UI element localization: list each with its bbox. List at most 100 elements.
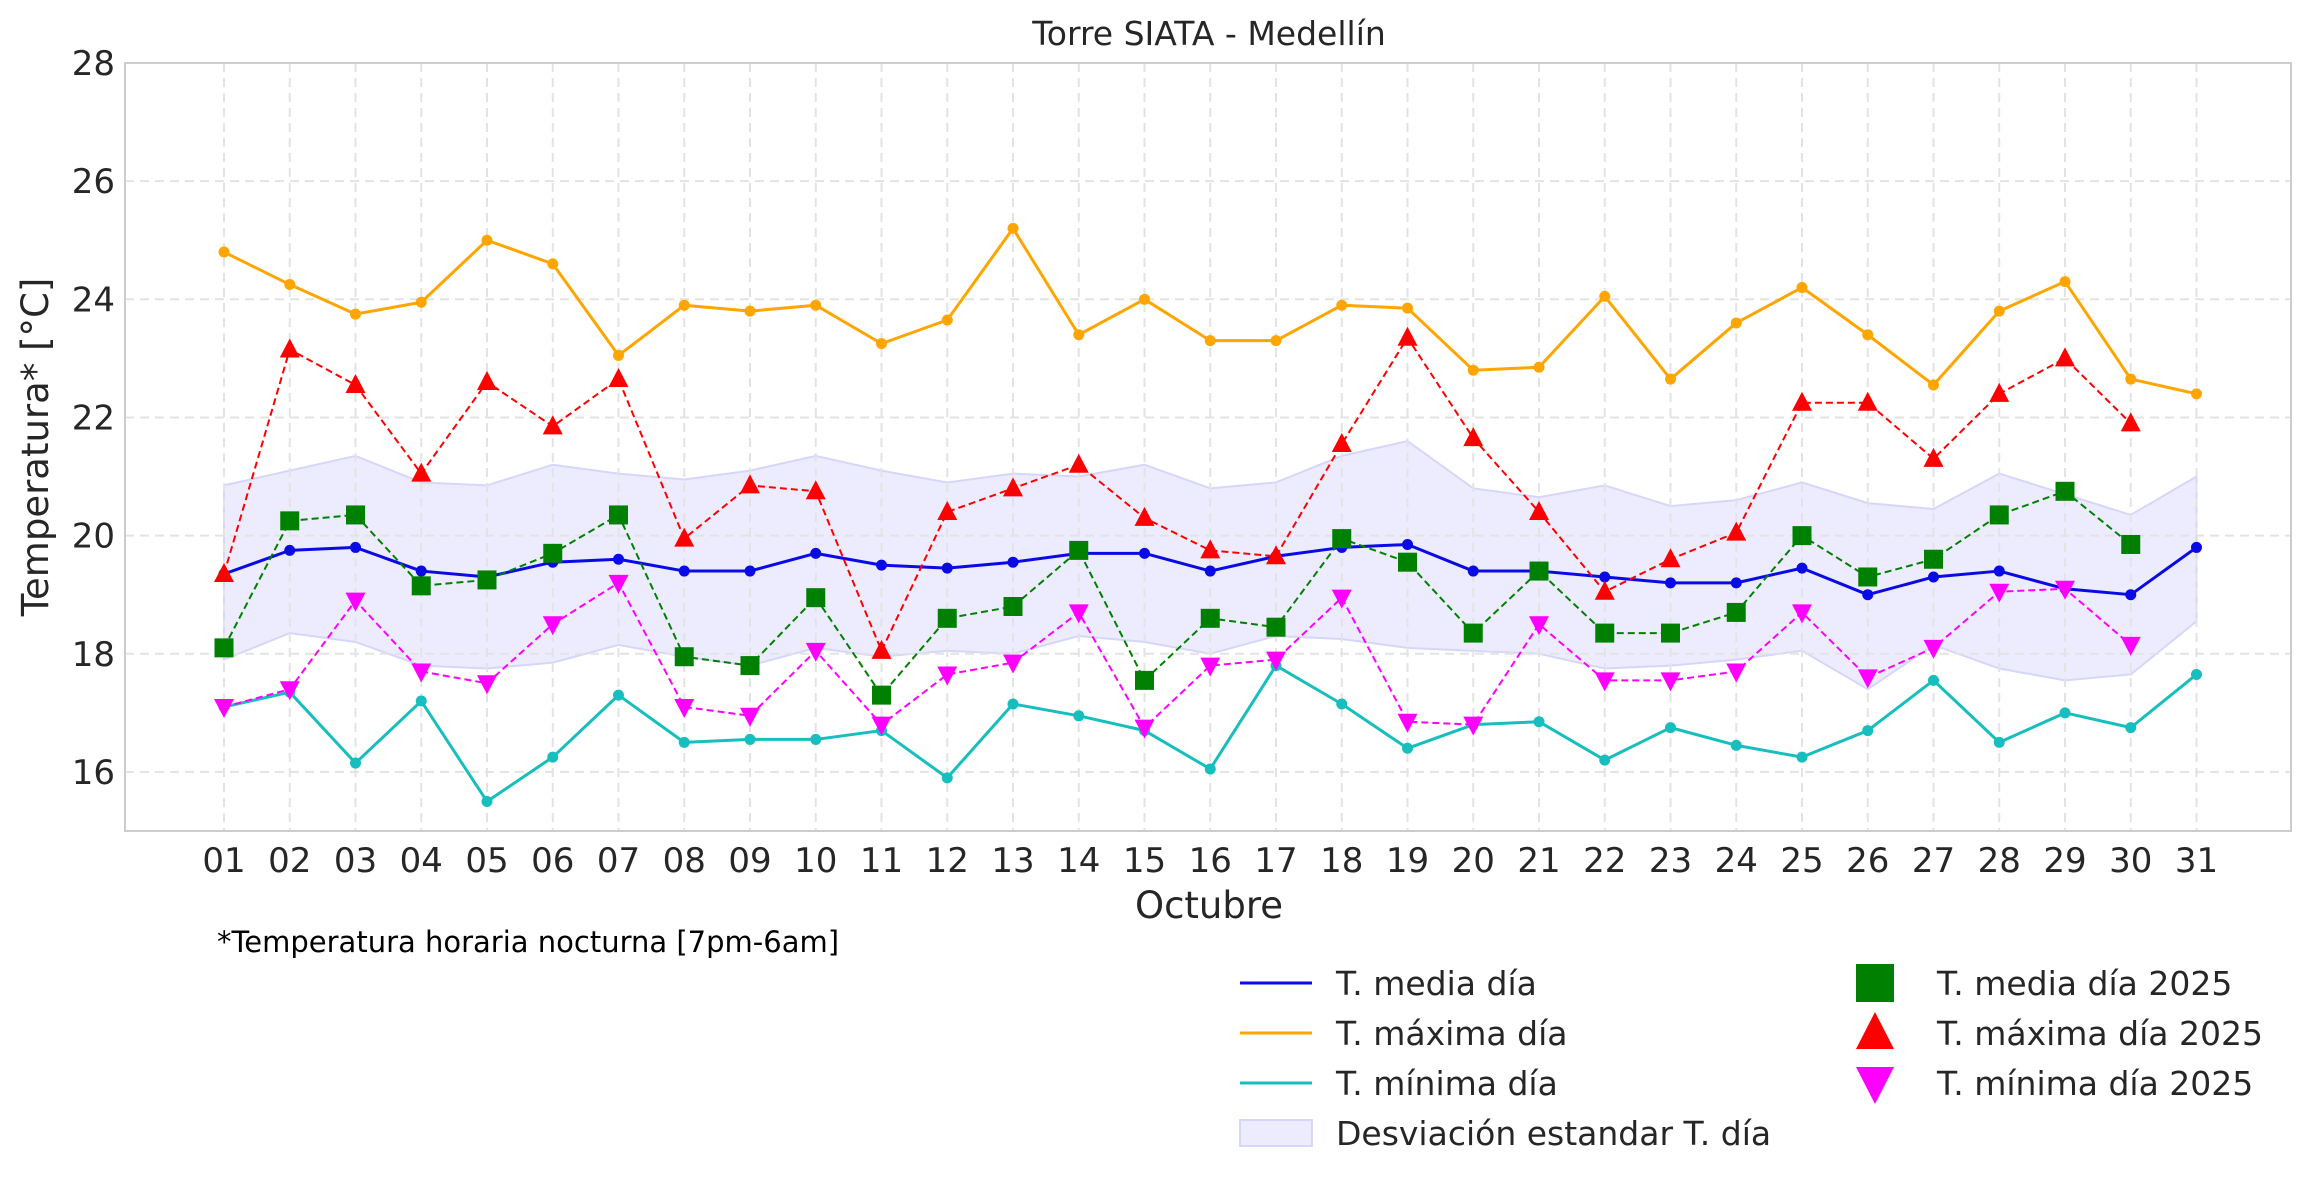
- data-point: [1928, 379, 1939, 391]
- data-point: [1730, 739, 1742, 751]
- data-point: [2125, 722, 2137, 734]
- data-point: [1007, 222, 1019, 234]
- series-3: [214, 481, 2141, 705]
- data-point: [542, 415, 563, 435]
- legend-label: T. media día: [1335, 964, 1537, 1003]
- footnote: *Temperatura horaria nocturna [7pm-6am]: [217, 925, 839, 959]
- data-point: [876, 559, 887, 571]
- y-tick-label: 18: [72, 635, 115, 675]
- data-point: [1796, 751, 1808, 763]
- data-point: [1993, 565, 2005, 577]
- data-point: [1665, 577, 1676, 589]
- data-point: [744, 733, 756, 745]
- data-point: [1200, 539, 1221, 559]
- data-point: [1989, 583, 2010, 603]
- data-point: [1204, 763, 1216, 775]
- data-point: [613, 349, 624, 361]
- data-point: [1134, 719, 1155, 739]
- data-point: [284, 279, 296, 291]
- data-point: [345, 373, 366, 393]
- series-layer: [214, 222, 2202, 807]
- data-point: [1857, 391, 1878, 411]
- data-point: [1665, 373, 1676, 385]
- data-point: [609, 505, 628, 525]
- data-point: [477, 371, 497, 391]
- data-point: [1402, 538, 1413, 550]
- data-point: [279, 338, 300, 358]
- data-point: [1862, 725, 1874, 737]
- x-tick-label: 26: [1846, 841, 1889, 881]
- data-point: [1796, 281, 1808, 293]
- x-tick-label: 09: [728, 841, 771, 881]
- x-tick-label: 04: [400, 841, 443, 881]
- data-point: [1661, 623, 1680, 643]
- data-point: [876, 338, 887, 350]
- data-point: [1594, 672, 1615, 692]
- data-point: [1928, 571, 1939, 583]
- y-tick-label: 22: [72, 398, 115, 438]
- legend-swatch: [1856, 964, 1894, 1002]
- data-point: [674, 647, 694, 667]
- data-point: [2120, 636, 2141, 656]
- data-point: [1660, 548, 1681, 568]
- data-point: [1068, 604, 1089, 624]
- y-tick-label: 26: [72, 162, 115, 202]
- data-point: [1467, 565, 1479, 577]
- data-point: [2059, 707, 2071, 719]
- x-tick-label: 06: [531, 841, 574, 881]
- data-point: [1726, 521, 1747, 541]
- data-point: [1398, 552, 1417, 572]
- legend-item: T. mínima día: [1240, 1064, 1558, 1103]
- data-point: [2121, 534, 2141, 554]
- y-tick-label: 20: [72, 517, 115, 557]
- data-point: [613, 689, 624, 701]
- data-point: [411, 576, 431, 596]
- data-point: [1336, 698, 1348, 710]
- data-point: [678, 565, 690, 577]
- data-point: [1533, 716, 1545, 728]
- data-point: [542, 616, 563, 636]
- data-point: [411, 663, 432, 683]
- data-point: [1792, 604, 1812, 624]
- x-tick-label: 17: [1254, 841, 1297, 881]
- x-tick-label: 13: [991, 841, 1034, 881]
- data-point: [608, 368, 629, 388]
- data-point: [1529, 500, 1549, 520]
- data-point: [1599, 754, 1611, 766]
- data-point: [214, 638, 234, 658]
- legend-swatch: [1856, 1067, 1894, 1104]
- x-tick-label: 23: [1649, 841, 1692, 881]
- data-point: [1792, 391, 1812, 411]
- data-point: [937, 608, 957, 628]
- data-point: [1007, 556, 1019, 568]
- series-4: [214, 326, 2141, 659]
- data-point: [1862, 329, 1874, 341]
- data-point: [1139, 293, 1150, 305]
- data-point: [1595, 623, 1615, 643]
- data-point: [477, 570, 497, 590]
- data-point: [872, 685, 891, 705]
- x-tick-label: 11: [860, 841, 903, 881]
- data-point: [678, 299, 690, 311]
- data-point: [1200, 657, 1221, 677]
- x-tick-label: 15: [1123, 841, 1166, 881]
- y-tick-labels: 16 18 20 22 24 26 28: [72, 44, 115, 793]
- data-point: [1068, 453, 1089, 473]
- data-point: [214, 698, 234, 718]
- x-tick-label: 05: [465, 841, 508, 881]
- data-point: [1331, 589, 1352, 609]
- x-tick-label: 14: [1057, 841, 1100, 881]
- x-tick-label: 22: [1583, 841, 1626, 881]
- data-point: [2191, 541, 2202, 553]
- data-point: [1792, 526, 1812, 546]
- x-tick-label: 29: [2043, 841, 2086, 881]
- data-point: [1135, 670, 1154, 690]
- series-line: [223, 490, 2132, 697]
- data-point: [2055, 347, 2075, 367]
- data-point: [1007, 698, 1019, 710]
- data-point: [2125, 589, 2137, 601]
- data-point: [871, 639, 892, 659]
- data-point: [1923, 639, 1944, 659]
- data-point: [941, 772, 953, 784]
- data-point: [678, 736, 690, 748]
